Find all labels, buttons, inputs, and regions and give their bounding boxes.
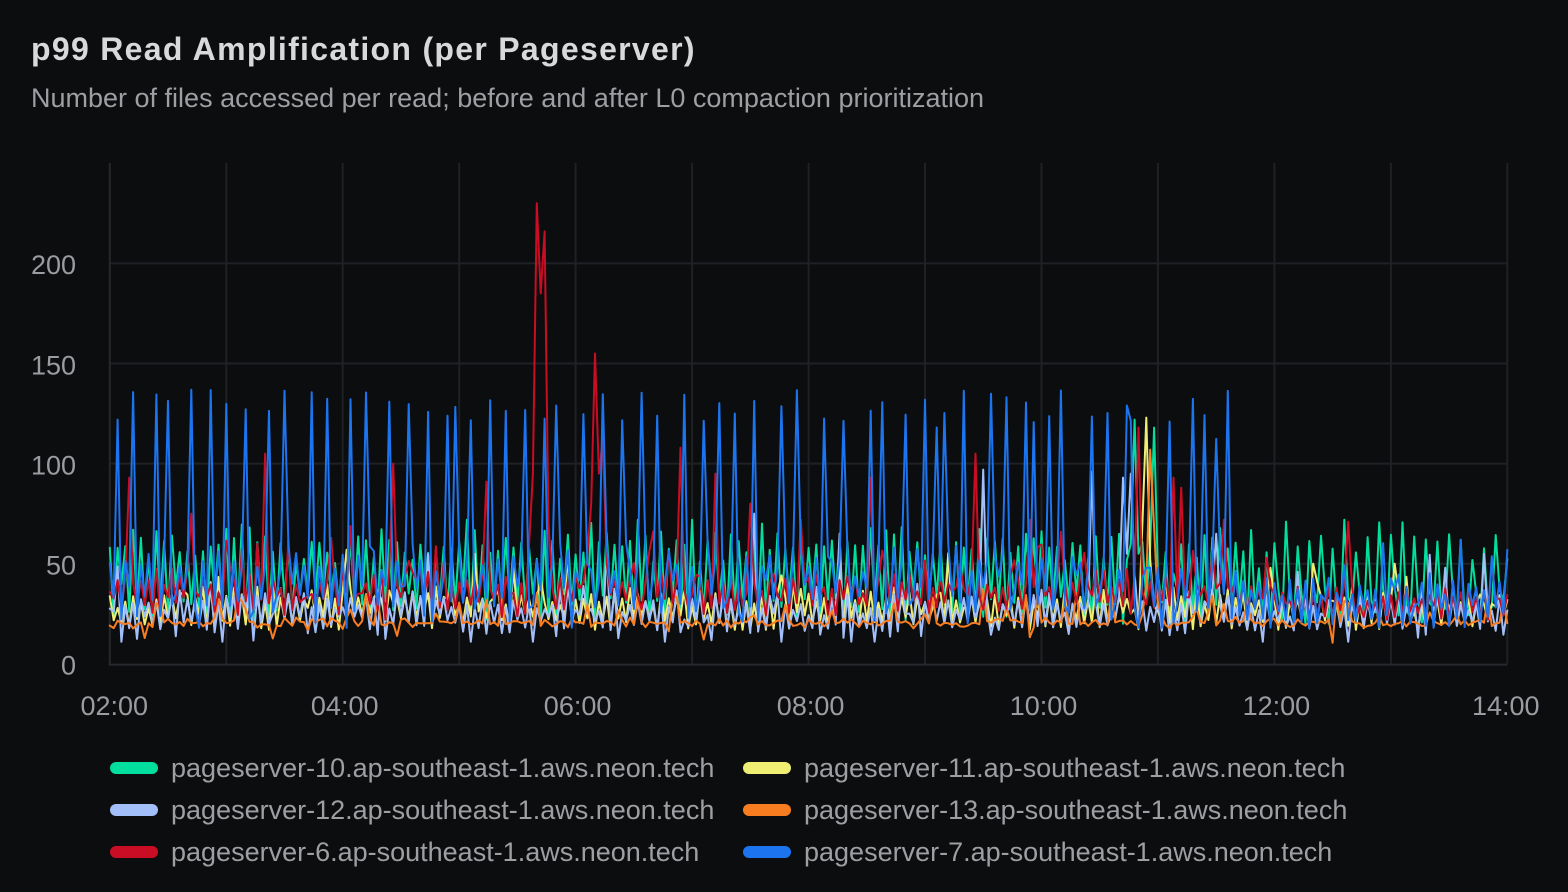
svg-text:12:00: 12:00 bbox=[1243, 691, 1311, 721]
svg-text:08:00: 08:00 bbox=[777, 691, 845, 721]
svg-text:100: 100 bbox=[31, 450, 76, 480]
svg-text:200: 200 bbox=[31, 250, 76, 280]
svg-text:04:00: 04:00 bbox=[311, 691, 379, 721]
svg-text:06:00: 06:00 bbox=[544, 691, 612, 721]
svg-text:02:00: 02:00 bbox=[81, 691, 149, 721]
svg-text:150: 150 bbox=[31, 350, 76, 380]
svg-text:50: 50 bbox=[46, 551, 76, 581]
svg-text:10:00: 10:00 bbox=[1010, 691, 1078, 721]
svg-text:0: 0 bbox=[61, 651, 76, 681]
svg-text:14:00: 14:00 bbox=[1472, 691, 1540, 721]
